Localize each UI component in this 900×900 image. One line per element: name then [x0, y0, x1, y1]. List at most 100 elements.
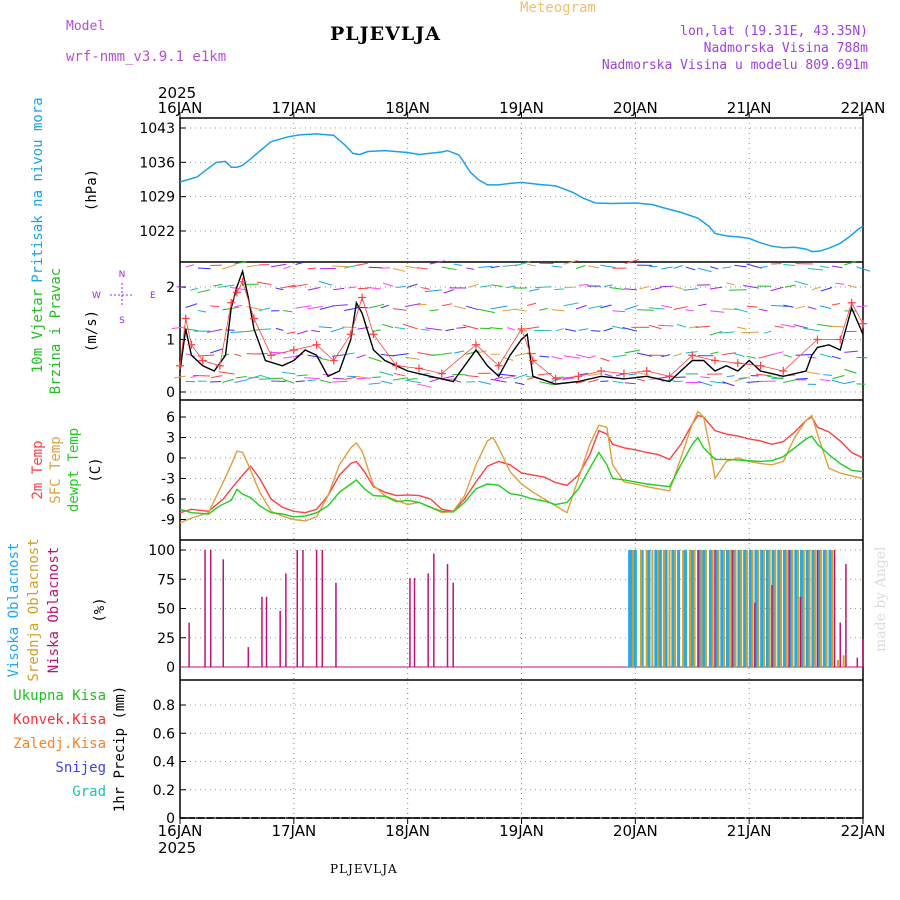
precip-legend-item: Snijeg [55, 760, 106, 776]
wind-arrow [734, 264, 747, 268]
wind-arrow [734, 376, 751, 382]
y-tick-label: 0 [166, 385, 175, 401]
wind-arrow [478, 350, 487, 354]
wind-barbs [171, 259, 871, 388]
wind-arrow [332, 304, 348, 307]
wind-arrow [648, 324, 662, 330]
wind-arrow [844, 368, 857, 374]
units-clouds: (%) [92, 597, 108, 622]
temperature-line [179, 435, 864, 518]
wind-arrow [462, 324, 479, 330]
wind-arrow [246, 353, 261, 355]
wind-arrow [528, 288, 540, 292]
wind-arrow [767, 375, 784, 380]
wind-arrow [307, 379, 317, 382]
wind-arrow [806, 371, 820, 375]
wind-arrow [296, 330, 308, 335]
wind-arrow [445, 328, 455, 332]
wind-arrow [295, 380, 305, 383]
wind-arrow [453, 379, 462, 383]
x-tick-label-top: 17JAN [271, 99, 316, 117]
wind-arrow [246, 306, 262, 311]
wind-arrow [217, 284, 235, 288]
wind-arrow [275, 287, 284, 291]
wind-arrow [507, 327, 516, 331]
wind-arrow [347, 286, 357, 289]
wind-arrow [719, 331, 735, 334]
wind-arrow [624, 304, 639, 311]
wind-arrow [636, 378, 646, 382]
wind-arrow [373, 329, 381, 332]
wind-arrow [429, 309, 439, 312]
wind-arrow [332, 265, 350, 268]
wind-arrow [793, 324, 808, 329]
wind-arrow [563, 259, 579, 265]
wind-arrow [490, 305, 508, 310]
wind-arrow [673, 306, 688, 310]
wind-arrow [185, 353, 195, 357]
wind-arrow [722, 266, 732, 269]
wind-arrow [307, 286, 320, 291]
wind-arrow [392, 353, 409, 357]
wind-arrow [807, 306, 817, 310]
wind-arrow [424, 289, 442, 293]
wind-arrow [380, 353, 395, 357]
wind-arrow [275, 327, 284, 331]
wind-arrow [832, 303, 841, 306]
wind-arrow [210, 305, 220, 307]
wind-arrow [844, 260, 858, 266]
wind-arrow [197, 289, 211, 294]
wind-arrow [280, 284, 296, 289]
wind-gust-line [179, 280, 864, 380]
wind-arrow [803, 327, 820, 332]
y-tick-label: 3 [166, 431, 175, 447]
wind-arrow [728, 289, 747, 291]
precip-legend-item: Grad [72, 784, 106, 800]
wind-arrow [819, 379, 831, 382]
wind-arrow [271, 351, 287, 354]
wind-arrow [726, 375, 735, 378]
wind-arrow [380, 380, 393, 385]
wind-arrow [234, 353, 242, 357]
compass-s: S [119, 316, 125, 326]
wind-arrow [291, 283, 308, 288]
wind-arrow [497, 373, 516, 377]
wind-arrow [823, 374, 833, 376]
wind-arrow [700, 376, 711, 379]
label-cloud-low: Niska Oblacnost [46, 547, 62, 673]
wind-arrow [746, 305, 758, 308]
wind-arrow [190, 287, 199, 291]
wind-arrow [295, 305, 312, 309]
wind-arrow [688, 325, 699, 329]
x-tick-label-bottom: 18JAN [385, 822, 430, 840]
y-tick-label: 1029 [139, 190, 175, 206]
wind-arrow [624, 382, 636, 385]
wind-arrow [406, 283, 418, 288]
wind-arrow [743, 284, 760, 289]
wind-arrow [770, 286, 784, 292]
y-tick-label: 0.6 [153, 726, 175, 742]
wind-arrow [612, 354, 627, 358]
wind-arrow [575, 354, 590, 359]
wind-arrow [429, 378, 440, 383]
wind-arrow [674, 286, 686, 291]
wind-arrow [270, 263, 287, 268]
y-tick-label: 75 [157, 572, 175, 588]
wind-arrow [611, 325, 625, 330]
wind-arrow [197, 354, 215, 357]
wind-arrow [171, 326, 186, 330]
wind-arrow [513, 373, 528, 380]
watermark: made by Angel [873, 546, 889, 653]
wind-arrow [442, 375, 455, 380]
wind-arrow [506, 285, 516, 289]
wind-arrow [783, 263, 796, 267]
wind-arrow [650, 286, 662, 291]
wind-arrow [673, 264, 683, 269]
wind-arrow [603, 327, 613, 332]
wind-arrow [392, 308, 407, 311]
wind-arrow [600, 357, 610, 362]
wind-arrow [847, 284, 857, 289]
y-tick-label: -6 [161, 492, 175, 508]
wind-arrow [311, 329, 320, 333]
wind-arrow [425, 327, 442, 331]
